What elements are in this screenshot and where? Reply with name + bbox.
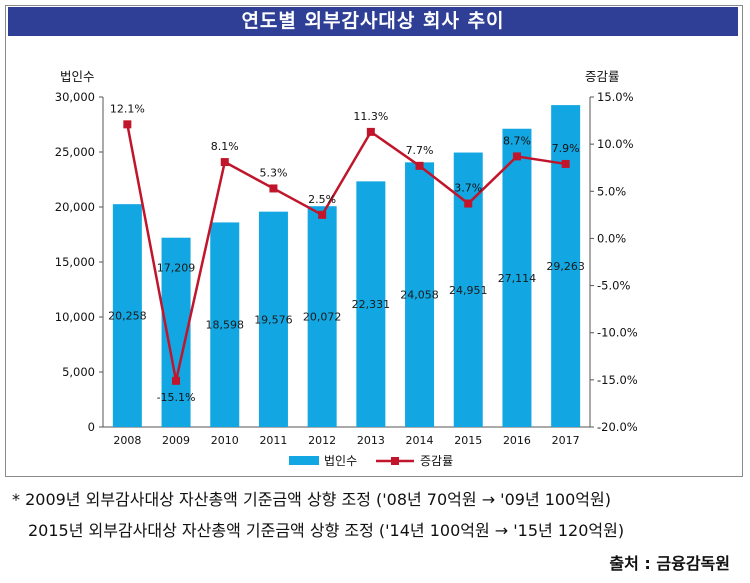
legend-swatch-count (289, 456, 319, 465)
growth-rate-marker (269, 184, 278, 193)
growth-rate-marker (123, 120, 132, 129)
y-left-axis-title: 법인수 (60, 69, 95, 84)
growth-rate-label: 2.5% (308, 193, 336, 206)
y-left-tick-label: 5,000 (62, 365, 95, 379)
footnote-2015: 2015년 외부감사대상 자산총액 기준금액 상향 조정 ('14년 100억원… (28, 521, 625, 540)
growth-rate-label: 5.3% (259, 166, 287, 179)
y-left-tick-label: 15,000 (55, 255, 95, 269)
y-left-tick-label: 30,000 (55, 90, 95, 104)
growth-rate-label: 8.7% (503, 134, 531, 147)
y-left-tick-label: 25,000 (55, 145, 95, 159)
bar-value-label: 29,263 (546, 260, 585, 273)
x-tick-label: 2015 (454, 434, 482, 447)
bar-2017 (551, 105, 581, 428)
legend-label-rate: 증감률 (420, 454, 453, 468)
bar-value-label: 18,598 (206, 319, 245, 332)
y-right-tick-label: 5.0% (597, 184, 626, 198)
legend-label-count: 법인수 (324, 454, 357, 468)
growth-rate-marker (172, 376, 181, 385)
x-tick-label: 2008 (113, 434, 141, 447)
y-right-tick-label: 0.0% (597, 231, 626, 245)
footnote-2009: * 2009년 외부감사대상 자산총액 기준금액 상향 조정 ('08년 70억… (12, 490, 611, 509)
growth-rate-marker (366, 127, 375, 136)
y-right-tick-label: -20.0% (597, 420, 638, 434)
growth-rate-label: 7.7% (406, 144, 434, 157)
bar-value-label: 22,331 (352, 298, 391, 311)
growth-rate-label: 7.9% (552, 142, 580, 155)
bar-2010 (210, 222, 240, 427)
legend-swatch-rate-marker (391, 457, 399, 465)
x-tick-label: 2012 (308, 434, 336, 447)
bar-value-label: 24,951 (449, 284, 488, 297)
x-tick-label: 2011 (259, 434, 287, 447)
growth-rate-label: 11.3% (353, 110, 388, 123)
bar-value-label: 17,209 (157, 262, 196, 275)
y-right-tick-label: 15.0% (597, 90, 634, 104)
bar-2011 (258, 211, 288, 427)
y-right-tick-label: -15.0% (597, 373, 638, 387)
growth-rate-marker (415, 161, 424, 170)
bar-2012 (307, 206, 337, 427)
growth-rate-label: 12.1% (110, 102, 145, 115)
growth-rate-label: 3.7% (454, 182, 482, 195)
chart-title: 연도별 외부감사대상 회사 추이 (8, 7, 738, 36)
bar-value-label: 20,258 (108, 310, 147, 323)
x-tick-label: 2016 (503, 434, 531, 447)
growth-rate-marker (561, 159, 570, 168)
x-tick-label: 2010 (211, 434, 239, 447)
growth-rate-label: 8.1% (211, 140, 239, 153)
chart-plot: 0 5,000 10,000 15,000 20,000 25,000 30,000 -20.… (55, 69, 638, 468)
y-right-axis-title: 증감률 (585, 69, 620, 84)
bar-value-label: 20,072 (303, 311, 342, 324)
y-right-tick-label: 10.0% (597, 137, 634, 151)
bar-2013 (356, 181, 386, 427)
x-tick-label: 2014 (406, 434, 434, 447)
bar-value-label: 19,576 (254, 313, 293, 326)
bar-2008 (112, 204, 142, 427)
bar-2015 (453, 152, 483, 427)
y-right-tick-label: -5.0% (597, 279, 630, 293)
growth-rate-line (126, 124, 566, 382)
source-credit: 출처 : 금융감독원 (609, 554, 730, 573)
bar-2014 (405, 162, 435, 427)
x-tick-label: 2013 (357, 434, 385, 447)
growth-rate-label: -15.1% (157, 391, 196, 404)
bar-value-label: 24,058 (400, 289, 439, 302)
bar-2016 (502, 128, 532, 427)
bar-value-label: 27,114 (498, 272, 537, 285)
growth-rate-marker (318, 210, 327, 219)
y-left-tick-label: 10,000 (55, 310, 95, 324)
growth-rate-marker (512, 152, 521, 161)
growth-rate-marker (220, 158, 229, 167)
y-left-tick-label: 0 (88, 420, 95, 434)
y-right-tick-label: -10.0% (597, 326, 638, 340)
x-tick-label: 2017 (552, 434, 580, 447)
y-left-tick-label: 20,000 (55, 200, 95, 214)
x-tick-label: 2009 (162, 434, 190, 447)
growth-rate-marker (464, 199, 473, 208)
